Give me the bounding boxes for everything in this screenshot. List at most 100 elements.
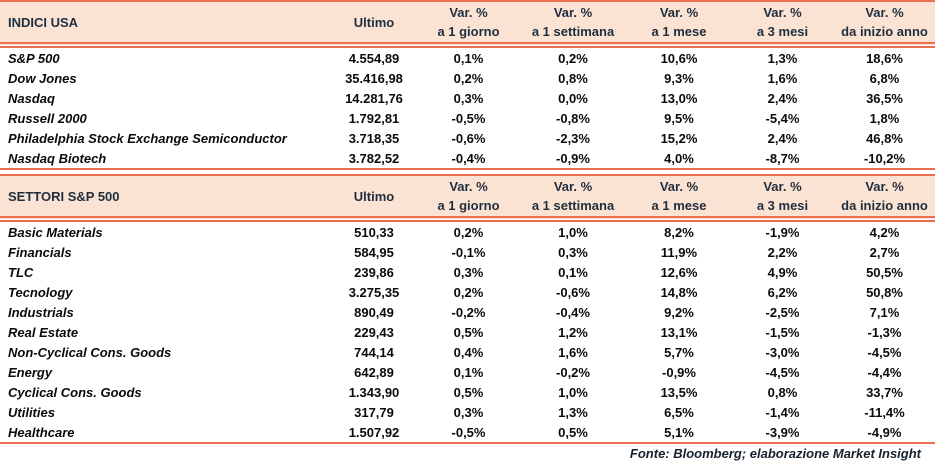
pct-value-cell: 11,9% [660,244,698,260]
pct-value-cell: 4,2% [869,224,900,240]
row-name-cell: Financials [8,244,72,260]
table-row: Real Estate 229,43 0,5% 1,2% 13,1% -1,5% -1,3% [0,322,935,342]
pct-value-cell: -1,3% [867,324,902,340]
ultimo-value-cell: 229,43 [354,324,394,340]
ultimo-value-cell: 1.343,90 [348,384,400,400]
table-row: Industrials 890,49 -0,2% -0,4% 9,2% -2,5% 7,1% [0,302,935,322]
pct-value-cell: 0,3% [453,264,484,280]
ultimo-value-cell: 1.792,81 [348,110,400,126]
pct-value-cell: 1,6% [767,70,798,86]
table-row: Energy 642,89 0,1% -0,2% -0,9% -4,5% -4,4% [0,362,935,382]
pct-value-cell: 0,1% [453,50,484,66]
row-name-cell: Basic Materials [8,224,103,240]
row-name-cell: Energy [8,364,53,380]
pct-value-cell: 0,4% [453,344,484,360]
column-header-line1: Var. % [865,5,904,20]
pct-value-cell: 6,5% [664,404,694,420]
column-header-var: Var. % a 3 mesi [731,174,834,222]
pct-value-cell: -10,2% [834,148,935,170]
pct-value-cell: -1,9% [765,224,800,240]
pct-value-cell: 2,4% [767,130,798,146]
column-header-line1: Var. % [865,179,904,194]
table-row: Utilities 317,79 0,3% 1,3% 6,5% -1,4% -11,4% [0,402,935,422]
pct-value-cell: 1,2% [558,324,588,340]
column-header-line2: a 1 settimana [531,198,615,213]
pct-value-cell: -5,4% [765,110,800,126]
column-header-line2: a 1 mese [651,198,707,213]
table-row: Nasdaq Biotech 3.782,52 -0,4% -0,9% 4,0% -8,7… [0,148,935,170]
pct-value-cell: -0,5% [451,110,486,126]
ultimo-value-cell: 239,86 [354,264,394,280]
table-row: Russell 2000 1.792,81 -0,5% -0,8% 9,5% -5,4% 1… [0,108,935,128]
pct-value-cell: 5,1% [627,422,731,444]
column-header-line2: a 1 mese [651,24,707,39]
pct-value-cell: 10,6% [660,50,698,66]
column-header-var: Var. % da inizio anno [834,174,935,222]
pct-value-cell: 0,8% [558,70,588,86]
table-row: Philadelphia Stock Exchange Semiconducto… [0,128,935,148]
ultimo-value-cell: 3.782,52 [330,148,418,170]
column-header-line2: a 3 mesi [756,24,809,39]
column-header-line2: a 1 giorno [437,198,500,213]
table-row: Healthcare 1.507,92 -0,5% 0,5% 5,1% -3,9% -4,9… [0,422,935,444]
column-header-line2: a 3 mesi [756,198,809,213]
pct-value-cell: 0,8% [767,384,798,400]
pct-value-cell: 6,2% [767,284,798,300]
row-name-cell: Healthcare [0,422,330,444]
column-header-line1: Var. % [553,5,593,20]
pct-value-cell: 2,2% [767,244,798,260]
pct-value-cell: 36,5% [866,90,903,106]
pct-value-cell: 18,6% [866,50,903,66]
ultimo-value-cell: 3.718,35 [348,130,400,146]
pct-value-cell: -4,5% [867,344,902,360]
pct-value-cell: 5,7% [664,344,694,360]
pct-value-cell: -4,4% [867,364,902,380]
column-header-ultimo: Ultimo [330,174,418,222]
column-header-line1: Var. % [763,179,802,194]
pct-value-cell: 4,0% [627,148,731,170]
row-name-cell: Cyclical Cons. Goods [8,384,142,400]
column-header-var: Var. % a 1 mese [627,0,731,48]
column-header-line2: a 1 giorno [437,24,500,39]
pct-value-cell: -0,6% [556,284,590,300]
pct-value-cell: 12,6% [660,264,698,280]
pct-value-cell: 0,5% [453,324,484,340]
column-header-var: Var. % a 1 giorno [418,0,519,48]
table-row: Financials 584,95 -0,1% 0,3% 11,9% 2,2% 2,7% [0,242,935,262]
pct-value-cell: 0,2% [453,284,484,300]
table-row: Basic Materials 510,33 0,2% 1,0% 8,2% -1,9% 4,… [0,219,935,242]
pct-value-cell: -0,9% [662,364,696,380]
table-row: Nasdaq 14.281,76 0,3% 0,0% 13,0% 2,4% 36,5% [0,88,935,108]
column-header-line1: Var. % [659,5,699,20]
pct-value-cell: 0,1% [453,364,484,380]
pct-value-cell: 9,3% [664,70,694,86]
pct-value-cell: -2,5% [765,304,800,320]
settori-sp500-table: SETTORI S&P 500 Ultimo Var. % a 1 giorno V… [0,174,935,444]
pct-value-cell: -0,8% [556,110,590,126]
pct-value-cell: 0,2% [453,224,484,240]
column-header-var: Var. % a 1 giorno [418,174,519,222]
pct-value-cell: -0,1% [451,244,486,260]
pct-value-cell: 9,2% [664,304,694,320]
ultimo-value-cell: 510,33 [354,224,394,240]
pct-value-cell: -1,5% [765,324,800,340]
table-title: SETTORI S&P 500 [0,174,330,222]
pct-value-cell: 1,0% [558,384,588,400]
row-name-cell: Russell 2000 [8,110,87,126]
pct-value-cell: 8,2% [664,224,694,240]
ultimo-value-cell: 3.275,35 [348,284,400,300]
indici-usa-table: INDICI USA Ultimo Var. % a 1 giorno Var. %… [0,0,935,170]
ultimo-value-cell: 890,49 [354,304,394,320]
column-header-line1: Var. % [449,5,488,20]
pct-value-cell: -0,4% [556,304,590,320]
pct-value-cell: 0,2% [558,50,588,66]
column-header-var: Var. % a 3 mesi [731,0,834,48]
column-header-var: Var. % a 1 settimana [519,0,627,48]
pct-value-cell: 4,9% [767,264,798,280]
table-row: S&P 500 4.554,89 0,1% 0,2% 10,6% 1,3% 18,6% [0,45,935,68]
row-name-cell: Dow Jones [8,70,77,86]
pct-value-cell: 14,8% [660,284,698,300]
pct-value-cell: -11,4% [864,404,905,420]
table-row: TLC 239,86 0,3% 0,1% 12,6% 4,9% 50,5% [0,262,935,282]
pct-value-cell: 2,7% [869,244,900,260]
